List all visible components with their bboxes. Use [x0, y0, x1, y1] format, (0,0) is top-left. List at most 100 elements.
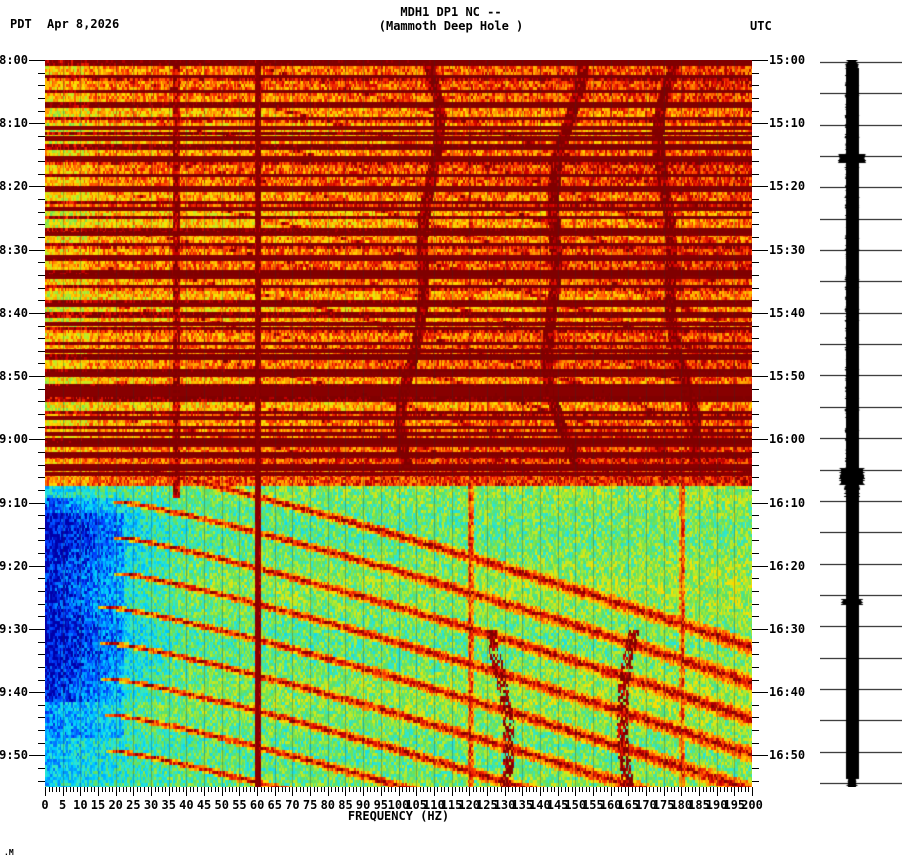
axis-minor-tick	[490, 787, 492, 792]
axis-major-tick	[29, 60, 45, 61]
axis-minor-tick	[684, 787, 686, 792]
axis-minor-tick	[38, 451, 45, 453]
frequency-tick-label: 25	[126, 798, 141, 812]
axis-major-tick	[29, 186, 45, 188]
timezone-label-right: UTC	[750, 19, 772, 33]
axis-minor-tick	[610, 787, 612, 796]
axis-minor-tick	[45, 787, 46, 796]
axis-minor-tick	[288, 787, 290, 792]
axis-major-tick	[752, 565, 768, 567]
axis-major-tick	[29, 628, 45, 630]
axis-minor-tick	[752, 553, 759, 555]
axis-minor-tick	[752, 224, 759, 226]
axis-minor-tick	[267, 787, 269, 792]
time-tick-label: 09:30	[0, 621, 28, 636]
frequency-tick-label: 125	[476, 798, 498, 812]
axis-minor-tick	[624, 787, 626, 792]
axis-minor-tick	[98, 787, 100, 796]
axis-minor-tick	[66, 787, 68, 792]
axis-minor-tick	[656, 787, 658, 792]
axis-minor-tick	[638, 787, 640, 792]
time-tick-label: 16:40	[769, 685, 806, 700]
axis-minor-tick	[529, 787, 531, 792]
axis-minor-tick	[38, 679, 45, 681]
frequency-tick-label: 175	[652, 798, 675, 812]
axis-minor-tick	[752, 717, 759, 719]
axis-minor-tick	[455, 787, 457, 792]
axis-minor-tick	[38, 654, 45, 656]
axis-minor-tick	[713, 787, 715, 792]
axis-minor-tick	[720, 787, 722, 792]
axis-minor-tick	[752, 730, 759, 732]
frequency-tick-label: 100	[387, 798, 410, 812]
spectrogram-plot[interactable]	[45, 60, 752, 787]
axis-minor-tick	[218, 787, 220, 792]
axis-minor-tick	[476, 787, 478, 792]
frequency-tick-label: 35	[161, 798, 176, 812]
axis-minor-tick	[334, 787, 336, 792]
axis-minor-tick	[38, 161, 45, 163]
axis-minor-tick	[589, 787, 591, 792]
axis-minor-tick	[698, 787, 700, 796]
axis-minor-tick	[112, 787, 114, 792]
axis-minor-tick	[504, 787, 506, 796]
axis-minor-tick	[752, 274, 759, 276]
axis-minor-tick	[38, 199, 45, 201]
axis-minor-tick	[55, 787, 57, 792]
axis-major-tick	[752, 502, 768, 504]
axis-minor-tick	[653, 787, 655, 792]
axis-minor-tick	[345, 787, 347, 796]
axis-minor-tick	[440, 787, 442, 792]
axis-minor-tick	[752, 199, 759, 201]
axis-minor-tick	[225, 787, 227, 792]
axis-minor-tick	[253, 787, 255, 792]
frequency-tick-label: 140	[529, 798, 551, 812]
frequency-tick-label: 85	[338, 798, 353, 812]
axis-minor-tick	[405, 787, 407, 792]
axis-minor-tick	[752, 768, 759, 770]
axis-minor-tick	[752, 679, 759, 681]
axis-minor-tick	[416, 787, 418, 796]
axis-minor-tick	[554, 787, 556, 792]
time-tick-label: 15:50	[769, 369, 806, 384]
frequency-tick-label: 15	[90, 798, 106, 812]
axis-major-tick	[29, 439, 45, 441]
axis-major-tick	[752, 312, 768, 314]
spectrogram-image	[45, 60, 752, 787]
axis-minor-tick	[564, 787, 566, 792]
axis-minor-tick	[635, 787, 637, 792]
axis-minor-tick	[660, 787, 662, 792]
axis-minor-tick	[603, 787, 605, 792]
frequency-tick-label: 185	[688, 798, 710, 812]
axis-minor-tick	[38, 287, 45, 289]
frequency-tick-label: 115	[440, 798, 463, 812]
axis-minor-tick	[172, 787, 174, 792]
frequency-tick-label: 200	[741, 798, 763, 812]
axis-minor-tick	[271, 787, 273, 792]
axis-minor-tick	[38, 262, 45, 264]
time-tick-label: 09:10	[0, 495, 28, 510]
axis-minor-tick	[295, 787, 297, 792]
axis-minor-tick	[38, 515, 45, 517]
axis-minor-tick	[752, 338, 759, 340]
axis-minor-tick	[649, 787, 651, 792]
axis-minor-tick	[752, 237, 759, 238]
axis-minor-tick	[179, 787, 181, 792]
time-tick-label: 16:30	[769, 621, 806, 636]
axis-minor-tick	[211, 787, 213, 792]
axis-minor-tick	[232, 787, 234, 792]
axis-minor-tick	[433, 787, 435, 796]
axis-minor-tick	[752, 135, 759, 137]
axis-minor-tick	[105, 787, 107, 792]
axis-minor-tick	[617, 787, 619, 792]
axis-minor-tick	[752, 300, 759, 302]
axis-minor-tick	[691, 787, 693, 792]
axis-minor-tick	[235, 787, 237, 792]
axis-minor-tick	[681, 787, 683, 796]
axis-minor-tick	[709, 787, 711, 792]
axis-minor-tick	[260, 787, 262, 792]
frequency-tick-label: 90	[355, 798, 371, 812]
axis-minor-tick	[522, 787, 524, 796]
axis-minor-tick	[38, 148, 45, 150]
axis-minor-tick	[752, 742, 759, 744]
